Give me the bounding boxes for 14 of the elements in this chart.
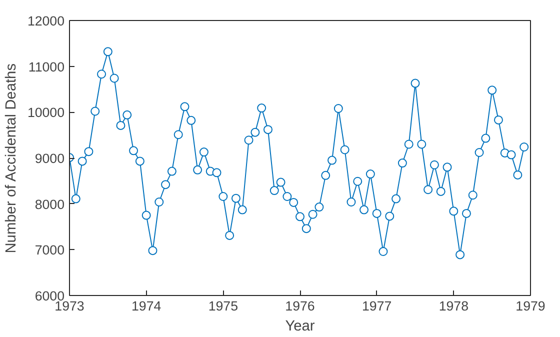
y-tick-label: 8000 [34, 196, 65, 212]
y-axis-title: Number of Accidental Deaths [3, 63, 20, 254]
x-tick-label: 1975 [208, 298, 238, 314]
x-tick-label: 1976 [285, 298, 315, 314]
y-tick-label: 11000 [28, 59, 65, 74]
x-tick-label: 1979 [516, 298, 546, 314]
x-axis-title: Year [285, 318, 315, 334]
y-tick-label: 7000 [34, 242, 65, 258]
y-tick-label: 12000 [27, 14, 64, 28]
x-tick-label: 1978 [438, 298, 468, 314]
x-tick-label: 1977 [362, 298, 392, 314]
y-tick-label: 9000 [34, 151, 65, 166]
x-tick-label: 1974 [132, 298, 162, 314]
y-tick-label: 10000 [27, 105, 64, 120]
